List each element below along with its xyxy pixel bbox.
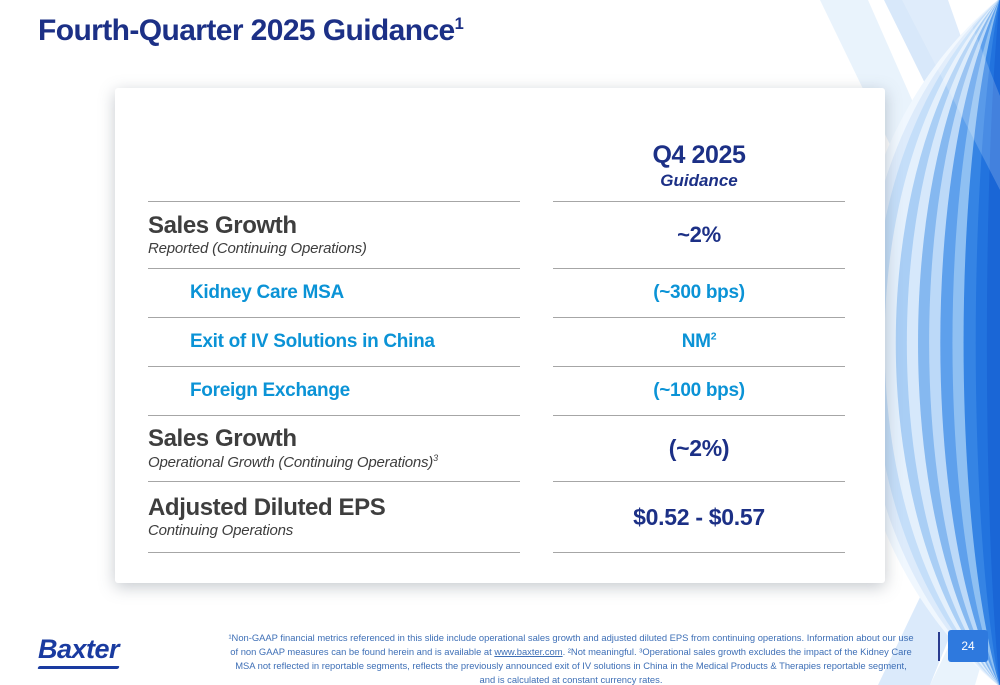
row-label: Foreign Exchange xyxy=(190,380,350,401)
label-cell: Foreign Exchange xyxy=(148,366,520,415)
row-value: (~2%) xyxy=(668,435,730,461)
column-header-period: Q4 2025 xyxy=(652,141,746,169)
label-cell: Adjusted Diluted EPS Continuing Operatio… xyxy=(148,481,520,553)
column-gap xyxy=(520,415,553,481)
slide-title-superscript: 1 xyxy=(454,15,464,33)
row-label: Kidney Care MSA xyxy=(190,282,344,303)
value-cell: (~2%) xyxy=(553,415,845,481)
value-cell: (~300 bps) xyxy=(553,268,845,317)
row-label: Exit of IV Solutions in China xyxy=(190,331,435,352)
value-cell: ~2% xyxy=(553,201,845,268)
row-label: Sales Growth xyxy=(148,211,297,239)
row-value: (~300 bps) xyxy=(653,282,745,303)
column-gap xyxy=(520,268,553,317)
page-number-divider xyxy=(938,632,940,661)
column-gap xyxy=(520,88,553,201)
column-header-cell: Q4 2025 Guidance xyxy=(553,88,845,201)
value-cell: (~100 bps) xyxy=(553,366,845,415)
column-gap xyxy=(520,366,553,415)
table-header-row: Q4 2025 Guidance xyxy=(148,88,885,201)
row-sales-growth-operational: Sales Growth Operational Growth (Continu… xyxy=(148,415,885,481)
row-value: ~2% xyxy=(677,222,721,247)
row-sublabel: Continuing Operations xyxy=(148,522,294,540)
guidance-table-card: Q4 2025 Guidance Sales Growth Reported (… xyxy=(115,88,885,583)
column-gap xyxy=(520,481,553,553)
row-value-superscript: 2 xyxy=(710,331,717,343)
row-exit-iv-solutions-china: Exit of IV Solutions in China NM2 xyxy=(148,317,885,366)
row-value-text: NM xyxy=(681,331,711,352)
column-header-subtitle: Guidance xyxy=(660,171,738,190)
row-value: $0.52 - $0.57 xyxy=(633,503,765,530)
row-kidney-care-msa: Kidney Care MSA (~300 bps) xyxy=(148,268,885,317)
header-empty-cell xyxy=(148,88,520,201)
row-value: NM2 xyxy=(681,331,717,353)
value-cell: $0.52 - $0.57 xyxy=(553,481,845,553)
row-sales-growth-reported: Sales Growth Reported (Continuing Operat… xyxy=(148,201,885,268)
label-cell: Exit of IV Solutions in China xyxy=(148,317,520,366)
label-cell: Sales Growth Operational Growth (Continu… xyxy=(148,415,520,481)
column-gap xyxy=(520,201,553,268)
footnote-text-part2: . ²Not meaningful. ³Operational sales gr… xyxy=(235,646,912,685)
column-gap xyxy=(520,317,553,366)
row-sublabel: Operational Growth (Continuing Operation… xyxy=(148,453,520,471)
row-sublabel-text: Operational Growth (Continuing Operation… xyxy=(148,454,434,472)
row-label: Adjusted Diluted EPS xyxy=(148,493,386,521)
baxter-website-link[interactable]: www.baxter.com xyxy=(494,646,563,658)
row-sublabel: Reported (Continuing Operations) xyxy=(148,240,367,258)
footnote-text-part1: ¹Non-GAAP financial metrics referenced i… xyxy=(228,632,914,658)
row-sublabel-superscript: 3 xyxy=(433,453,438,464)
value-cell: NM2 xyxy=(553,317,845,366)
row-adjusted-diluted-eps: Adjusted Diluted EPS Continuing Operatio… xyxy=(148,481,885,553)
slide-title: Fourth-Quarter 2025 Guidance1 xyxy=(38,14,464,48)
label-cell: Kidney Care MSA xyxy=(148,268,520,317)
baxter-logo: Baxter xyxy=(38,634,120,669)
footnote: ¹Non-GAAP financial metrics referenced i… xyxy=(228,631,914,685)
slide-title-text: Fourth-Quarter 2025 Guidance xyxy=(38,14,455,47)
row-foreign-exchange: Foreign Exchange (~100 bps) xyxy=(148,366,885,415)
page-number-text: 24 xyxy=(961,639,975,653)
page-number: 24 xyxy=(948,630,988,662)
row-label: Sales Growth xyxy=(148,424,297,452)
label-cell: Sales Growth Reported (Continuing Operat… xyxy=(148,201,520,268)
row-value: (~100 bps) xyxy=(653,380,745,401)
